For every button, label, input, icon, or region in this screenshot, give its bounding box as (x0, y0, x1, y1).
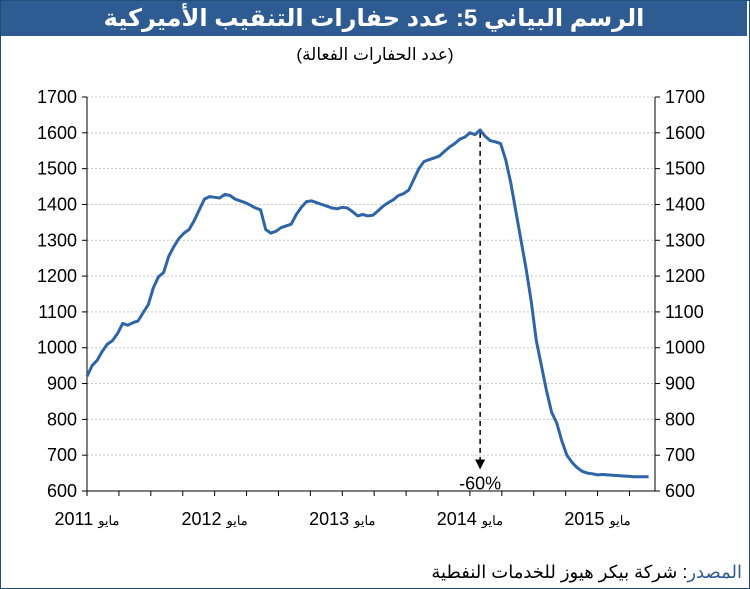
y-tick-label-left: 1400 (37, 194, 77, 214)
y-tick-label-left: 700 (47, 445, 77, 465)
y-tick-label-left: 1300 (37, 230, 77, 250)
source-separator: : (682, 562, 688, 582)
y-tick-label-right: 1700 (665, 87, 705, 107)
y-tick-label-right: 600 (665, 481, 695, 501)
chart-title: الرسم البياني 5: عدد حفارات التنقيب الأم… (1, 1, 747, 36)
y-tick-label-right: 1000 (665, 338, 705, 358)
y-tick-label-right: 1100 (665, 302, 704, 322)
y-axis-left-ticks: 600 700 800 900 1000 1100 1200 1300 1400 1500 1600… (37, 87, 77, 501)
x-tick-label: 2012 مايو (181, 509, 247, 529)
series-line (85, 128, 649, 479)
y-axis-right-ticks: 600 700 800 900 1000 1100 1200 1300 1400 1500 1600… (665, 87, 705, 501)
y-tick-label-left: 1600 (37, 123, 77, 143)
chart-subtitle: (عدد الحفارات الفعالة) (296, 45, 454, 64)
y-tick-label-right: 1300 (665, 230, 705, 250)
gridlines (87, 96, 655, 456)
y-tick-label-right: 800 (665, 409, 695, 429)
y-tick-label-right: 700 (665, 445, 695, 465)
y-tick-label-left: 1100 (38, 302, 77, 322)
x-axis-ticks: 2011 مايو 2012 مايو 2013 مايو 2014 مايو 2015… (55, 509, 631, 529)
y-tick-label-left: 1700 (37, 87, 77, 107)
x-tick-label: 2013 مايو (309, 509, 375, 529)
x-tick-label: 2011 مايو (55, 509, 120, 529)
source-label: المصدر (687, 562, 742, 582)
y-tick-label-right: 1500 (665, 159, 705, 179)
y-tick-label-left: 1200 (37, 266, 77, 286)
y-tick-label-left: 600 (47, 481, 77, 501)
annotation-layer: -60% (459, 132, 501, 494)
series-layer (85, 128, 649, 479)
annotation-arrowhead (475, 459, 486, 470)
annotation-label: -60% (459, 474, 501, 494)
y-tick-label-right: 1400 (665, 194, 705, 214)
y-tick-label-right: 1200 (665, 266, 705, 286)
axes (82, 96, 660, 496)
source-note: المصدر: شركة بيكر هيوز للخدمات النفطية (431, 562, 742, 583)
y-tick-label-right: 1600 (665, 123, 705, 143)
y-tick-label-left: 800 (47, 409, 77, 429)
x-tick-label: 2015 مايو (564, 509, 630, 529)
x-tick-label: 2014 مايو (437, 509, 503, 529)
y-tick-label-left: 1000 (37, 338, 77, 358)
y-tick-label-left: 900 (47, 374, 77, 394)
source-text: شركة بيكر هيوز للخدمات النفطية (431, 562, 683, 582)
y-tick-label-right: 900 (665, 374, 695, 394)
y-tick-label-left: 1500 (37, 159, 77, 179)
